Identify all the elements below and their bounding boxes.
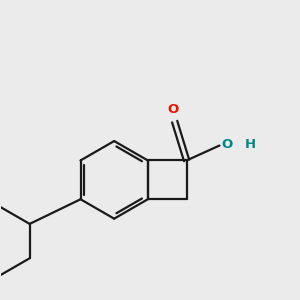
Text: H: H: [245, 137, 256, 151]
Text: O: O: [167, 103, 179, 116]
Text: O: O: [221, 137, 232, 151]
